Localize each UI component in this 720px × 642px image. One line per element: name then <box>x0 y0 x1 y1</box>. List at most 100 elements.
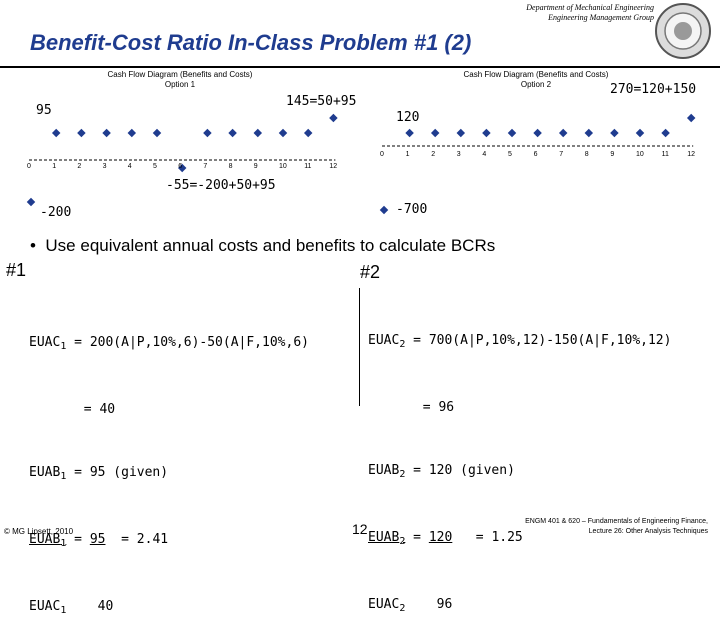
left-ratio-denominator: EUAC1 40 <box>29 596 309 621</box>
left-euab-subscript: 1 <box>60 471 67 482</box>
left-heading: #1 <box>6 260 27 280</box>
d2-tick-label: 6 <box>533 151 538 158</box>
right-euab-subscript: 2 <box>399 469 406 480</box>
right-euab-expression: = 120 (given) <box>405 463 515 478</box>
cash-flow-diagrams <box>26 113 696 215</box>
bullet-icon: • <box>30 236 46 255</box>
right-ratio-equals: = <box>405 530 429 545</box>
d2-tick-label: 4 <box>482 151 487 158</box>
d2-marker-4 <box>482 128 491 138</box>
diagram1-replacement-label: -55=-200+50+95 <box>166 178 276 193</box>
diagram1-axis-group <box>26 113 338 207</box>
d2-marker-2 <box>430 128 440 138</box>
left-equations: EUAC1 = 200(A|P,10%,6)-50(A|F,10%,6) = 4… <box>29 290 309 642</box>
d2-marker-8 <box>584 128 594 138</box>
bullet-point: • Use equivalent annual costs and benefi… <box>30 236 495 256</box>
course-line-1: ENGM 401 & 620 – Fundamentals of Enginee… <box>525 518 708 525</box>
diagram2-annual-label: 120 <box>396 110 420 125</box>
department-line-1: Department of Mechanical Engineering <box>526 3 654 12</box>
right-euac-label: EUAC <box>368 333 400 348</box>
right-euac-subscript: 2 <box>399 339 406 350</box>
d2-tick-label: 7 <box>559 151 564 158</box>
left-ratio-den-label: EUAC <box>29 599 61 614</box>
d2-marker-5 <box>507 128 517 138</box>
d1-tick-label: 7 <box>203 163 208 170</box>
left-euac-line: EUAC1 = 200(A|P,10%,6)-50(A|F,10%,6) <box>29 332 309 357</box>
d1-tick-label: 3 <box>102 163 107 170</box>
right-ratio-den-label: EUAC <box>368 597 400 612</box>
right-ratio-num-name: EUAB <box>368 530 400 545</box>
diagram2-title-line1: Cash Flow Diagram (Benefits and Costs) <box>463 70 609 79</box>
diagram1-resale-label: 145=50+95 <box>286 94 357 109</box>
university-seal-icon <box>655 3 711 59</box>
right-euab-label: EUAB <box>368 463 400 478</box>
course-line-2: Lecture 26: Other Analysis Techniques <box>588 528 708 535</box>
d2-tick-label: 1 <box>405 151 410 158</box>
diagram1-title-line1: Cash Flow Diagram (Benefits and Costs) <box>107 70 253 79</box>
d1-tick-label: 0 <box>27 163 31 170</box>
d1-tick-label: 5 <box>153 163 157 170</box>
diagram2-axis-group <box>379 113 696 215</box>
d1-tick-label: 9 <box>253 163 258 170</box>
d2-marker-0 <box>379 205 389 215</box>
d2-marker-12 <box>686 113 696 123</box>
d2-tick-label: 0 <box>380 151 384 158</box>
slide-title: Benefit-Cost Ratio In-Class Problem #1 (… <box>30 30 472 55</box>
d1-marker-11 <box>303 128 313 138</box>
right-ratio-result: = 1.25 <box>452 530 523 545</box>
d1-tick-label: 11 <box>304 163 312 170</box>
d2-tick-label: 5 <box>508 151 512 158</box>
right-heading: #2 <box>360 262 381 282</box>
column-divider <box>359 288 360 406</box>
diagram2-title-line2: Option 2 <box>520 80 552 89</box>
diagram1-initial-label: -200 <box>40 205 72 220</box>
d2-tick-label: 10 <box>636 151 644 158</box>
left-euab-expression: = 95 (given) <box>66 465 169 480</box>
header-rule <box>0 66 720 68</box>
d1-tick-label: 12 <box>329 163 338 170</box>
right-euac-result: = 96 <box>368 400 455 415</box>
d1-tick-label: 1 <box>52 163 57 170</box>
diagram2-initial-label: -700 <box>396 202 428 217</box>
left-euab-label: EUAB <box>29 465 61 480</box>
right-euab-line: EUAB2 = 120 (given) <box>368 460 671 485</box>
d1-marker-2 <box>77 128 86 138</box>
d2-tick-label: 9 <box>610 151 615 158</box>
right-ratio-denominator: EUAC2 96 <box>368 594 671 619</box>
course-info: ENGM 401 & 620 – Fundamentals of Enginee… <box>525 517 708 537</box>
diagram1-title: Cash Flow Diagram (Benefits and Costs) O… <box>80 70 280 90</box>
d1-tick-label: 10 <box>279 163 287 170</box>
page-number: 12 <box>352 521 368 537</box>
diagram1-title-line2: Option 1 <box>164 80 196 89</box>
d1-marker-10 <box>278 128 288 138</box>
right-ratio-num-value: 120 <box>428 530 453 545</box>
diagram2-final-label: 270=120+150 <box>610 82 697 97</box>
d2-marker-7 <box>558 128 568 138</box>
d1-marker-1 <box>51 128 61 138</box>
left-euab-line: EUAB1 = 95 (given) <box>29 462 309 487</box>
d1-marker-9 <box>253 128 263 138</box>
right-ratio-num-label: EUAB2 <box>368 530 405 547</box>
right-ratio-den-value: 96 <box>405 597 453 612</box>
diagram2-title: Cash Flow Diagram (Benefits and Costs) O… <box>436 70 636 90</box>
d2-tick-label: 12 <box>687 151 695 158</box>
diagram1-annual-label: 95 <box>36 103 52 118</box>
left-euac-label: EUAC <box>29 335 61 350</box>
d2-marker-1 <box>405 128 414 138</box>
d2-tick-label: 2 <box>431 151 436 158</box>
d2-tick-label: 8 <box>584 151 589 158</box>
d1-tick-label: 8 <box>228 163 233 170</box>
d2-marker-3 <box>456 128 466 138</box>
department-label: Department of Mechanical Engineering Eng… <box>526 3 654 23</box>
right-equations: EUAC2 = 700(A|P,10%,12)-150(A|F,10%,12) … <box>368 288 671 640</box>
d1-marker-0 <box>26 197 36 207</box>
d2-marker-11 <box>661 128 670 138</box>
d1-marker-7 <box>203 128 212 138</box>
d1-marker-5 <box>152 128 162 138</box>
left-ratio-den-value: 40 <box>66 599 114 614</box>
d2-marker-6 <box>533 128 542 138</box>
d2-tick-label: 11 <box>661 151 669 158</box>
d2-marker-9 <box>610 128 619 138</box>
right-euac-line: EUAC2 = 700(A|P,10%,12)-150(A|F,10%,12) <box>368 330 671 355</box>
d1-marker-8 <box>228 128 237 138</box>
